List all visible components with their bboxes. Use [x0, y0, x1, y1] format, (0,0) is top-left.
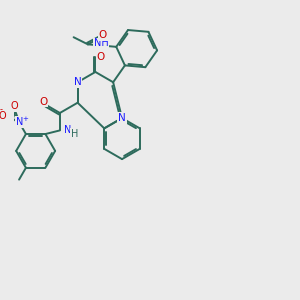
Text: H: H — [71, 129, 78, 139]
Text: O: O — [96, 52, 105, 62]
Text: N: N — [16, 117, 23, 127]
Text: O: O — [11, 101, 19, 111]
Text: O: O — [99, 30, 107, 40]
Text: -: - — [0, 105, 2, 114]
Text: N: N — [74, 77, 82, 87]
Text: O: O — [39, 97, 47, 106]
Text: N: N — [118, 113, 126, 123]
Text: NH: NH — [94, 38, 109, 48]
Text: O: O — [0, 111, 6, 121]
Text: +: + — [22, 116, 28, 122]
Text: N: N — [64, 125, 71, 135]
